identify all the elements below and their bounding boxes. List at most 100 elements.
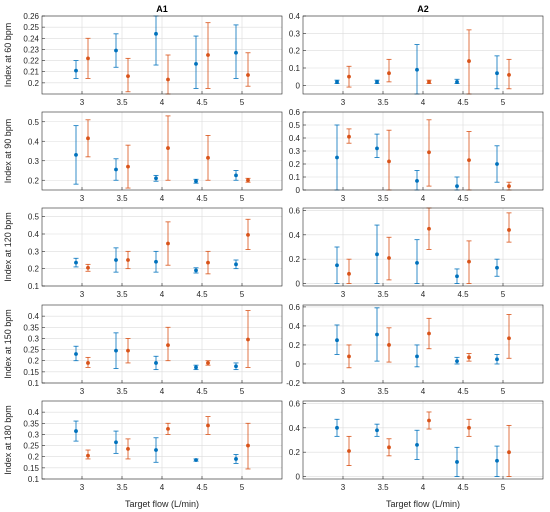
- y-tick-label: 0.25: [23, 23, 39, 32]
- x-tick-label: 4.5: [457, 98, 469, 107]
- x-tick-label: 3: [80, 290, 85, 299]
- y-tick-label: 0.2: [289, 448, 301, 457]
- x-tick-label: 3: [341, 483, 346, 492]
- y-tick-label: 0.25: [23, 442, 39, 451]
- x-tick-label: 4: [421, 290, 426, 299]
- data-point: [415, 260, 419, 265]
- x-tick-label: 4.5: [457, 483, 469, 492]
- column-title: A1: [156, 4, 168, 14]
- data-point: [495, 71, 499, 76]
- x-tick-label: 3.5: [116, 387, 128, 396]
- y-tick-label: 0.4: [289, 424, 301, 433]
- y-tick-label: 0.6: [289, 303, 301, 312]
- data-point: [507, 184, 511, 189]
- data-point: [495, 357, 499, 362]
- y-tick-label: 0.2: [289, 160, 301, 169]
- panel-a2-row-3: 0 0.2 0.4 0.6 3 3.5 4 4.5 5: [289, 206, 544, 299]
- data-point: [74, 429, 78, 433]
- y-tick-label: 0.2: [28, 79, 40, 88]
- data-point: [114, 48, 118, 53]
- x-tick-label: 4.5: [196, 290, 208, 299]
- data-point: [427, 79, 431, 84]
- data-point: [507, 450, 511, 455]
- data-point: [387, 71, 391, 76]
- panel-a1-row-2: 0.2 0.3 0.4 0.5 3 3.5 4 4.5 5: [28, 111, 283, 203]
- data-point: [114, 440, 118, 445]
- data-point: [234, 262, 238, 267]
- data-point: [74, 68, 78, 73]
- x-tick-label: 4.5: [457, 194, 469, 203]
- panel-a2-row-1: 0 0.1 0.2 0.3 0.4 3 3.5 4 4.5 5: [289, 12, 544, 107]
- y-tick-label: 0.4: [289, 12, 301, 21]
- y-tick-label: 0.24: [23, 34, 39, 43]
- x-tick-label: 4.5: [196, 387, 208, 396]
- data-point: [206, 155, 210, 160]
- data-point: [495, 162, 499, 166]
- data-point: [467, 425, 471, 430]
- y-tick-label: 0.1: [289, 64, 301, 73]
- data-point: [246, 73, 250, 77]
- data-point: [347, 134, 351, 139]
- data-point: [74, 260, 78, 265]
- y-tick-label: 0.2: [289, 255, 301, 264]
- x-tick-label: 4: [160, 387, 165, 396]
- x-tick-label: 5: [240, 98, 245, 107]
- y-tick-label: 0.2: [28, 357, 40, 366]
- data-point: [427, 226, 431, 231]
- panel-a1-row-4: 0.1 0.15 0.2 0.25 0.3 0.35 0.4 3 3.5 4 4.5 5: [23, 304, 283, 396]
- y-tick-label: 0: [296, 360, 301, 369]
- data-point: [387, 445, 391, 450]
- x-tick-label: 3.5: [377, 194, 389, 203]
- y-tick-label: 0.4: [28, 408, 40, 417]
- x-tick-label: 3: [80, 387, 85, 396]
- y-tick-label: 0: [296, 186, 301, 195]
- x-tick-label: 3: [80, 194, 85, 203]
- data-point: [335, 338, 339, 343]
- y-tick-label: 0.23: [23, 45, 39, 54]
- y-tick-label: 0.2: [28, 453, 40, 462]
- y-tick-label: 0.3: [28, 334, 40, 343]
- data-point: [86, 453, 90, 458]
- y-tick-label: 0.1: [28, 282, 40, 291]
- column-title: A2: [417, 4, 429, 14]
- x-tick-label: 4: [160, 98, 165, 107]
- data-point: [126, 258, 130, 262]
- x-tick-label: 5: [501, 98, 506, 107]
- y-tick-label: 0.5: [28, 118, 40, 127]
- data-point: [375, 79, 379, 84]
- data-point: [114, 258, 118, 262]
- x-tick-label: 5: [240, 290, 245, 299]
- data-point: [126, 164, 130, 169]
- x-tick-label: 3: [80, 98, 85, 107]
- y-tick-label: 0.3: [289, 147, 301, 156]
- data-point: [375, 332, 379, 337]
- data-point: [467, 355, 471, 360]
- data-point: [206, 53, 210, 57]
- data-point: [375, 428, 379, 433]
- data-point: [427, 331, 431, 336]
- x-tick-label: 3.5: [116, 290, 128, 299]
- x-tick-label: 4: [421, 194, 426, 203]
- data-point: [154, 31, 158, 36]
- data-point: [455, 359, 459, 364]
- data-point: [166, 77, 170, 82]
- y-tick-label: 0.3: [289, 29, 301, 38]
- panel-a1-row-3: 0.1 0.2 0.3 0.4 0.5 3 3.5 4 4.5 5: [28, 207, 283, 299]
- data-point: [126, 447, 130, 451]
- x-axis-label: Target flow (L/min): [125, 499, 199, 509]
- x-tick-label: 4.5: [457, 387, 469, 396]
- y-tick-label: 0.3: [28, 247, 40, 256]
- y-axis-label: Index at 90 bpm: [3, 119, 13, 184]
- y-tick-label: 0.4: [289, 322, 301, 331]
- y-tick-label: 0.4: [28, 230, 40, 239]
- y-tick-label: 0.5: [289, 121, 301, 130]
- data-point: [347, 449, 351, 453]
- data-point: [375, 146, 379, 151]
- data-point: [114, 167, 118, 172]
- data-point: [234, 173, 238, 178]
- data-point: [234, 364, 238, 369]
- x-tick-label: 3.5: [377, 387, 389, 396]
- y-tick-label: 0.2: [28, 176, 40, 185]
- data-point: [86, 56, 90, 61]
- y-tick-label: 0.1: [28, 379, 40, 388]
